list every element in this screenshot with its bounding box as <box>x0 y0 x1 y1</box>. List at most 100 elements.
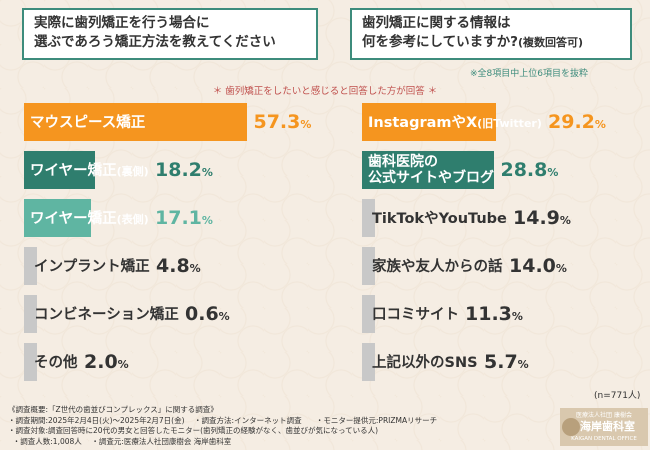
question-right-line1: 歯列矯正に関する情報は <box>362 15 511 31</box>
right-bar-2 <box>362 199 375 237</box>
left-value-5-num: 2.0 <box>84 351 118 373</box>
right-label-1-line2: 公式サイトやブログ <box>368 170 494 186</box>
left-value-3-unit: % <box>189 262 201 275</box>
logo-name: 海岸歯科室 <box>580 420 635 433</box>
right-label-0: InstagramやX(旧Twitter) <box>368 103 542 143</box>
right-value-0-unit: % <box>594 118 606 131</box>
right-bar-4 <box>362 295 375 333</box>
right-value-5-num: 5.7 <box>484 351 518 373</box>
logo-sub: KAIGAN DENTAL OFFICE <box>571 436 637 442</box>
right-label-5: 上記以外のSNS <box>372 343 478 382</box>
right-label-0-sub: (旧Twitter) <box>477 117 542 130</box>
left-value-1-num: 18.2 <box>155 159 202 181</box>
left-value-2-num: 17.1 <box>155 207 202 229</box>
right-value-0-num: 29.2 <box>548 111 595 133</box>
right-value-3-num: 14.0 <box>509 255 556 277</box>
right-value-3: 14.0% <box>509 247 567 288</box>
survey-footer: 《調査概要:「Z世代の歯並びコンプレックス」に関する調査》 ・調査期間:2025… <box>8 405 528 447</box>
question-box-right: 歯列矯正に関する情報は 何を参考にしていますか?(複数回答可) <box>350 8 632 60</box>
question-left-line1: 実際に歯列矯正を行う場合に <box>34 15 210 31</box>
footer-source: ・調査元:医療法人社団康樹会 海岸歯科室 <box>91 436 232 446</box>
left-value-3: 4.8% <box>156 247 201 288</box>
left-value-2-unit: % <box>201 214 213 227</box>
left-value-3-num: 4.8 <box>156 255 190 277</box>
right-label-3: 家族や友人からの話 <box>372 247 503 286</box>
right-value-1: 28.8% <box>500 151 558 192</box>
right-bar-5 <box>362 343 375 381</box>
left-bar-1 <box>24 151 95 189</box>
left-label-1-main: ワイヤー矯正 <box>30 163 117 179</box>
right-value-1-unit: % <box>547 166 559 179</box>
right-bar-3 <box>362 247 375 285</box>
left-value-1: 18.2% <box>155 151 213 192</box>
left-label-3: インプラント矯正 <box>34 247 150 286</box>
right-value-2-unit: % <box>559 214 571 227</box>
right-value-2: 14.9% <box>513 199 571 240</box>
right-value-5-unit: % <box>517 358 529 371</box>
left-label-4: コンビネーション矯正 <box>34 295 179 334</box>
footer-count: ・調査人数:1,008人 <box>12 436 82 446</box>
question-box-left: 実際に歯列矯正を行う場合に 選ぶであろう矯正方法を教えてください <box>22 8 318 60</box>
right-label-2: TikTokやYouTube <box>372 199 507 238</box>
right-label-4: 口コミサイト <box>372 295 459 334</box>
left-label-3-main: インプラント矯正 <box>34 259 150 275</box>
right-value-1-num: 28.8 <box>500 159 548 181</box>
left-value-2: 17.1% <box>155 199 213 240</box>
footer-provider: ・モニター提供元:PRIZMAリサーチ <box>315 415 438 425</box>
left-label-4-main: コンビネーション矯正 <box>34 307 179 323</box>
right-bar-0 <box>362 103 497 141</box>
note-center: ＊ 歯列矯正をしたいと感じると回答した方が回答 ＊ <box>212 86 438 97</box>
footer-period: ・調査期間:2025年2月4日(火)〜2025年2月7日(金) <box>8 415 185 425</box>
footer-line2: ・調査期間:2025年2月4日(火)〜2025年2月7日(金) ・調査方法:イン… <box>8 416 528 427</box>
right-label-2-main: TikTokやYouTube <box>372 211 507 227</box>
left-value-5-unit: % <box>117 358 129 371</box>
right-value-5: 5.7% <box>484 343 529 384</box>
wave-icon <box>562 418 580 436</box>
right-value-4-num: 11.3 <box>465 303 512 325</box>
right-label-1-line1: 歯科医院の <box>368 154 438 170</box>
right-label-4-main: 口コミサイト <box>372 307 459 323</box>
left-value-4-num: 0.6 <box>185 303 219 325</box>
left-label-5-main: その他 <box>34 355 78 371</box>
right-label-0-main: InstagramやX <box>368 115 478 131</box>
left-value-0-num: 57.3 <box>253 111 301 133</box>
left-value-0-unit: % <box>300 118 312 131</box>
right-label-5-main: 上記以外のSNS <box>372 355 478 371</box>
left-bar-5 <box>24 343 37 381</box>
left-bar-3 <box>24 247 37 285</box>
left-value-4-unit: % <box>218 310 230 323</box>
logo-top-text: 医療法人社団 康樹会 <box>576 412 632 419</box>
right-bar-1 <box>362 151 495 189</box>
note-right: ※全8項目中上位6項目を抜粋 <box>470 69 588 79</box>
footer-line4: ・調査人数:1,008人 ・調査元:医療法人社団康樹会 海岸歯科室 <box>8 437 528 448</box>
footer-method: ・調査方法:インターネット調査 <box>194 415 302 425</box>
right-label-1: 歯科医院の 公式サイトやブログ <box>368 154 494 186</box>
left-label-1-sub: (裏側) <box>116 165 149 178</box>
question-right-line2b: (複数回答可) <box>517 36 583 49</box>
clinic-logo: 医療法人社団 康樹会 海岸歯科室 KAIGAN DENTAL OFFICE <box>560 408 648 446</box>
left-bar-2 <box>24 199 91 237</box>
left-label-1: ワイヤー矯正(裏側) <box>30 151 149 191</box>
left-value-1-unit: % <box>201 166 213 179</box>
left-bar-0 <box>24 103 248 141</box>
question-right-line2a: 何を参考にしていますか? <box>362 34 518 50</box>
left-label-5: その他 <box>34 343 78 382</box>
left-label-2-sub: (表側) <box>116 213 149 226</box>
left-bar-4 <box>24 295 37 333</box>
question-right-line2: 何を参考にしていますか?(複数回答可) <box>362 33 620 52</box>
left-value-5: 2.0% <box>84 343 129 384</box>
right-value-2-num: 14.9 <box>513 207 560 229</box>
right-value-4-unit: % <box>511 310 523 323</box>
footer-line1: 《調査概要:「Z世代の歯並びコンプレックス」に関する調査》 <box>8 405 218 414</box>
right-value-4: 11.3% <box>465 295 523 336</box>
right-label-3-main: 家族や友人からの話 <box>372 259 503 275</box>
sample-size-label: (n=771人) <box>594 391 641 401</box>
left-value-0: 57.3% <box>253 103 311 144</box>
left-label-2: ワイヤー矯正(表側) <box>30 199 149 239</box>
left-label-0: マウスピース矯正 <box>30 103 145 142</box>
question-left-line2: 選ぶであろう矯正方法を教えてください <box>34 34 276 50</box>
footer-line3: ・調査対象:調査回答時に20代の男女と回答したモニター(歯列矯正の経験がなく、歯… <box>8 426 379 435</box>
right-value-3-unit: % <box>555 262 567 275</box>
right-value-0: 29.2% <box>548 103 606 144</box>
